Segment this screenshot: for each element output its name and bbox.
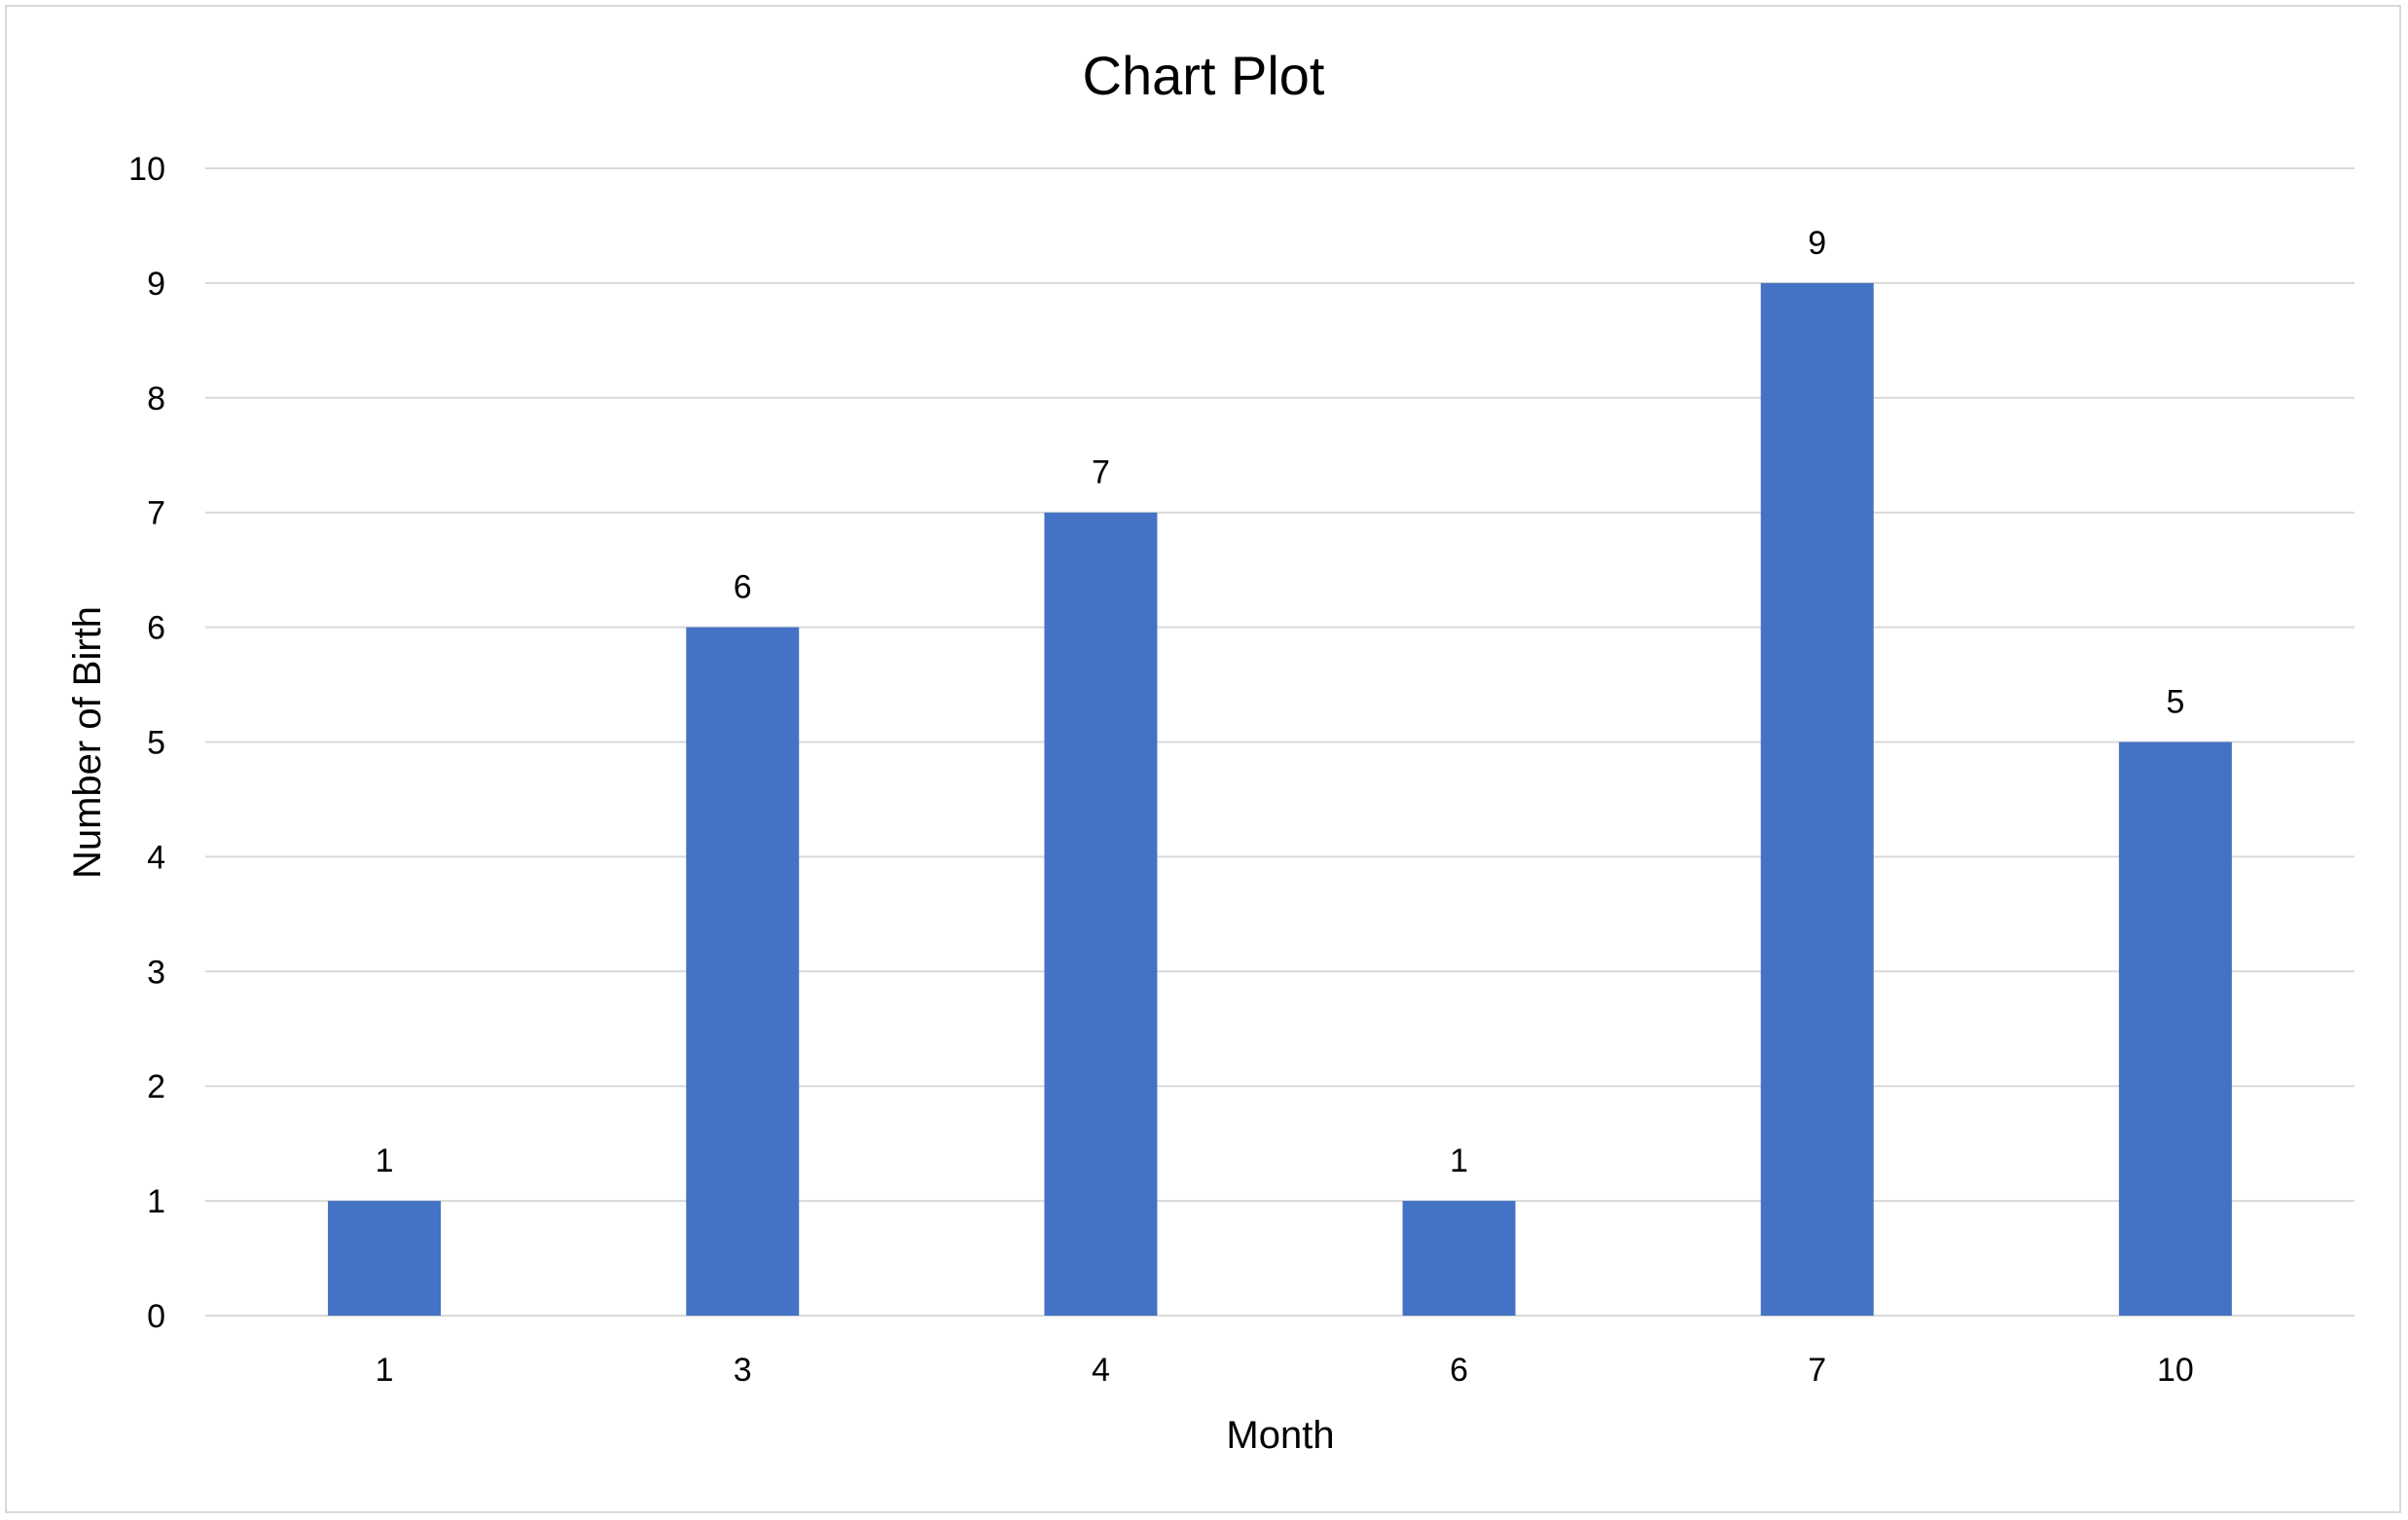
y-tick-label: 9: [147, 266, 165, 303]
x-tick-label: 1: [376, 1352, 394, 1389]
y-tick-label: 6: [147, 610, 165, 647]
y-axis-title: Number of Birth: [66, 606, 109, 879]
y-tick-label: 5: [147, 725, 165, 762]
data-label: 5: [2166, 684, 2184, 721]
x-axis-ticks: 1 3 4 6 7 10: [376, 1352, 2194, 1389]
data-label: 1: [376, 1142, 394, 1179]
bar: [1402, 1201, 1516, 1316]
bar: [328, 1201, 442, 1316]
x-tick-label: 10: [2157, 1352, 2194, 1389]
data-label: 9: [1808, 225, 1826, 262]
x-tick-label: 4: [1092, 1352, 1110, 1389]
y-tick-label: 4: [147, 839, 165, 876]
data-label: 6: [734, 569, 752, 606]
y-axis-ticks: 0 1 2 3 4 5 6 7 8 9 10: [128, 151, 165, 1335]
data-label: 7: [1092, 454, 1110, 491]
x-tick-label: 6: [1450, 1352, 1468, 1389]
chart-title: Chart Plot: [1083, 45, 1325, 106]
y-tick-label: 1: [147, 1183, 165, 1220]
x-tick-label: 3: [734, 1352, 752, 1389]
bar: [686, 627, 800, 1316]
data-label: 1: [1450, 1142, 1468, 1179]
y-tick-label: 8: [147, 380, 165, 417]
x-tick-label: 7: [1808, 1352, 1826, 1389]
y-tick-label: 2: [147, 1068, 165, 1105]
y-tick-label: 7: [147, 495, 165, 532]
x-axis-title: Month: [1226, 1414, 1334, 1457]
y-tick-label: 3: [147, 954, 165, 991]
gridlines: [205, 167, 2354, 1317]
bar: [2118, 742, 2232, 1316]
y-tick-label: 0: [147, 1298, 165, 1335]
bar: [1760, 282, 1874, 1316]
bar: [1044, 512, 1158, 1316]
bars: [328, 282, 2232, 1316]
y-tick-label: 10: [128, 151, 165, 188]
data-labels: 1 6 7 1 9 5: [376, 225, 2185, 1179]
